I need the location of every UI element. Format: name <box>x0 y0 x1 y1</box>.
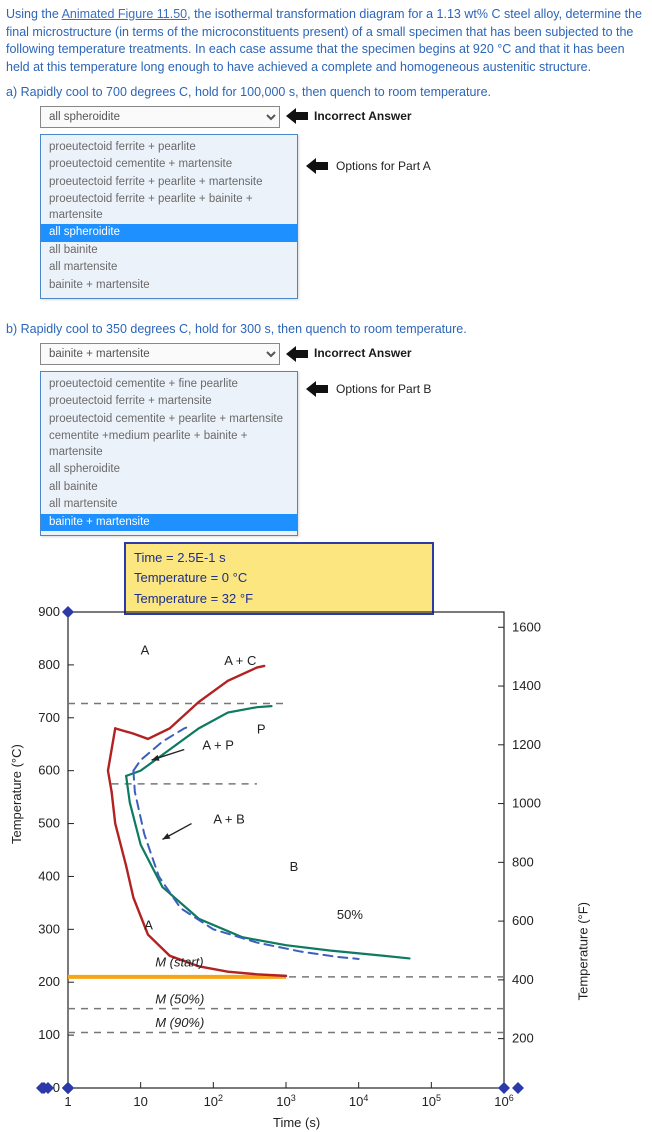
option-item[interactable]: all bainite <box>41 479 297 497</box>
option-item[interactable]: all spheroidite <box>41 224 297 242</box>
svg-text:A + C: A + C <box>224 653 256 668</box>
intro-prefix: Using the <box>6 7 62 21</box>
svg-text:103: 103 <box>276 1093 295 1109</box>
part-a-feedback: Incorrect Answer <box>286 108 412 125</box>
svg-text:A: A <box>144 918 153 933</box>
option-item[interactable]: cementite +medium pearlite + bainite + m… <box>41 428 297 461</box>
svg-text:800: 800 <box>38 657 60 672</box>
info-line-1: Time = 2.5E-1 s <box>134 548 424 568</box>
info-line-2: Temperature = 0 °C <box>134 568 424 588</box>
svg-text:500: 500 <box>38 816 60 831</box>
option-item[interactable]: proeutectoid ferrite + pearlite + bainit… <box>41 191 297 224</box>
part-a-feedback-text: Incorrect Answer <box>314 108 412 125</box>
svg-text:900: 900 <box>38 606 60 619</box>
svg-text:M (start): M (start) <box>155 955 203 970</box>
option-item[interactable]: all bainite <box>41 242 297 260</box>
arrow-left-icon <box>286 108 308 124</box>
svg-text:600: 600 <box>512 913 534 928</box>
svg-text:600: 600 <box>38 763 60 778</box>
option-item[interactable]: bainite + martensite <box>41 514 297 532</box>
svg-text:50%: 50% <box>337 907 363 922</box>
arrow-left-icon <box>306 158 328 174</box>
svg-text:105: 105 <box>422 1093 441 1109</box>
svg-text:1: 1 <box>64 1094 71 1109</box>
svg-text:400: 400 <box>512 972 534 987</box>
svg-text:A + B: A + B <box>213 812 244 827</box>
svg-text:300: 300 <box>38 922 60 937</box>
option-item[interactable]: proeutectoid ferrite + pearlite <box>41 139 297 157</box>
svg-text:1200: 1200 <box>512 737 541 752</box>
svg-text:104: 104 <box>349 1093 368 1109</box>
ttt-figure: Time = 2.5E-1 s Temperature = 0 °C Tempe… <box>8 542 568 1132</box>
svg-text:106: 106 <box>494 1093 513 1109</box>
part-a-select[interactable]: all spheroidite <box>40 106 280 128</box>
part-b-options-label: Options for Part B <box>336 381 431 398</box>
option-item[interactable]: all martensite <box>41 259 297 277</box>
part-a-options-list[interactable]: proeutectoid ferrite + pearliteproeutect… <box>40 134 298 300</box>
part-b-feedback: Incorrect Answer <box>286 345 412 362</box>
svg-text:10: 10 <box>133 1094 147 1109</box>
svg-text:A: A <box>141 643 150 658</box>
option-item[interactable]: proeutectoid ferrite + pearlite + marten… <box>41 174 297 192</box>
svg-text:A + P: A + P <box>202 738 233 753</box>
svg-text:M (50%): M (50%) <box>155 992 204 1007</box>
part-a-prompt: a) Rapidly cool to 700 degrees C, hold f… <box>0 76 652 106</box>
figure-info-box: Time = 2.5E-1 s Temperature = 0 °C Tempe… <box>124 542 434 614</box>
option-item[interactable]: proeutectoid cementite + fine pearlite <box>41 376 297 394</box>
svg-text:200: 200 <box>38 975 60 990</box>
option-item[interactable]: proeutectoid ferrite + martensite <box>41 393 297 411</box>
part-b-prompt: b) Rapidly cool to 350 degrees C, hold f… <box>0 313 652 343</box>
option-item[interactable]: proeutectoid cementite + pearlite + mart… <box>41 411 297 429</box>
svg-text:800: 800 <box>512 855 534 870</box>
svg-text:1600: 1600 <box>512 620 541 635</box>
option-item[interactable]: all spheroidite <box>41 461 297 479</box>
svg-text:M (90%): M (90%) <box>155 1015 204 1030</box>
option-item[interactable]: all martensite <box>41 496 297 514</box>
svg-text:100: 100 <box>38 1027 60 1042</box>
figure-link[interactable]: Animated Figure 11.50 <box>62 7 188 21</box>
part-b-select[interactable]: bainite + martensite <box>40 343 280 365</box>
svg-text:700: 700 <box>38 710 60 725</box>
svg-text:102: 102 <box>204 1093 223 1109</box>
part-b-options-list[interactable]: proeutectoid cementite + fine pearlitepr… <box>40 371 298 537</box>
arrow-left-icon <box>286 346 308 362</box>
svg-text:200: 200 <box>512 1031 534 1046</box>
svg-text:B: B <box>290 859 299 874</box>
option-item[interactable]: bainite + martensite <box>41 277 297 295</box>
svg-text:P: P <box>257 722 266 737</box>
x-axis-title: Time (s) <box>273 1114 320 1132</box>
svg-text:400: 400 <box>38 869 60 884</box>
part-b-feedback-text: Incorrect Answer <box>314 345 412 362</box>
svg-text:1400: 1400 <box>512 678 541 693</box>
ttt-plot-svg: 0 100 200 300 400 500 600 700 800 900 200 400 600 800… <box>8 606 568 1128</box>
y-axis-right-title: Temperature (°F) <box>574 902 592 1000</box>
arrow-left-icon <box>306 381 328 397</box>
y-axis-left-title: Temperature (°C) <box>8 744 26 844</box>
part-a-options-label: Options for Part A <box>336 158 431 175</box>
svg-text:1000: 1000 <box>512 796 541 811</box>
option-item[interactable]: proeutectoid cementite + martensite <box>41 156 297 174</box>
question-intro: Using the Animated Figure 11.50, the iso… <box>0 0 652 76</box>
svg-text:0: 0 <box>53 1080 60 1095</box>
